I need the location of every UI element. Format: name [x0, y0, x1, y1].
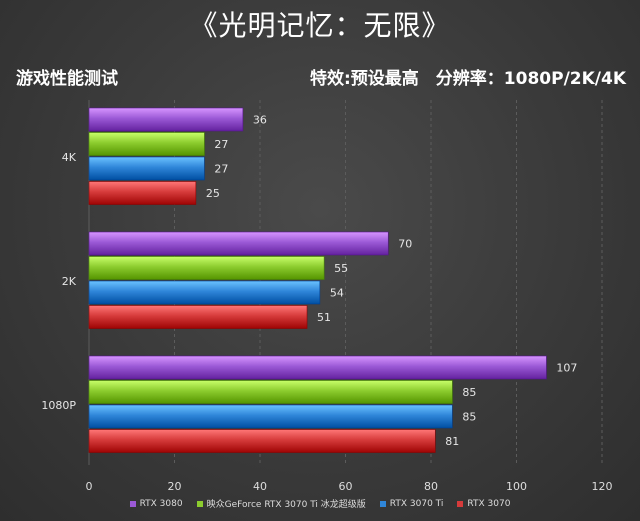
legend-label: RTX 3080: [139, 498, 183, 509]
bar: [88, 231, 389, 256]
data-label: 51: [317, 311, 331, 324]
settings-label: 特效:预设最高 分辨率：1080P/2K/4K: [310, 69, 626, 89]
x-tick-label: 60: [339, 480, 353, 493]
legend-item: RTX 3070 Ti: [379, 497, 444, 510]
legend-label: RTX 3070: [467, 498, 511, 509]
x-tick-label: 20: [168, 480, 182, 493]
bar: [88, 404, 453, 429]
x-tick-label: 120: [592, 480, 613, 493]
data-label: 107: [556, 362, 577, 375]
category-label: 1080P: [41, 399, 76, 412]
legend-swatch: [196, 500, 203, 507]
x-tick-label: 40: [253, 480, 267, 493]
data-label: 55: [334, 262, 348, 275]
bar: [88, 181, 197, 205]
category-label: 4K: [62, 151, 77, 164]
bar: [88, 380, 453, 404]
bars: [88, 107, 547, 453]
data-label: 54: [330, 287, 344, 300]
x-tick-label: 80: [424, 480, 438, 493]
x-tick-label: 0: [86, 480, 93, 493]
data-label: 70: [398, 238, 412, 251]
bar: [88, 305, 308, 329]
legend-label: 映众GeForce RTX 3070 Ti 冰龙超级版: [206, 500, 366, 510]
data-label: 36: [253, 114, 267, 127]
data-label: 85: [462, 411, 476, 424]
chart-title: 《光明记忆：无限》: [189, 9, 451, 42]
data-label: 27: [214, 138, 228, 151]
legend-item: RTX 3070: [457, 497, 510, 510]
labels: 0 20 40 60 80 100 120 36 27 27 25 4K 70 55 54 51 2K 107 85…: [41, 114, 612, 494]
bar: [88, 132, 205, 156]
bar: [88, 256, 325, 280]
data-label: 27: [214, 163, 228, 176]
category-label: 2K: [62, 275, 77, 288]
data-label: 81: [445, 435, 459, 448]
data-label: 85: [462, 386, 476, 399]
bar: [88, 355, 547, 380]
legend-swatch: [379, 500, 386, 507]
bar: [88, 107, 244, 132]
bar: [88, 156, 205, 181]
x-tick-label: 100: [506, 480, 527, 493]
bar: [88, 280, 321, 305]
bar: [88, 429, 436, 453]
legend: RTX 3080 映众GeForce RTX 3070 Ti 冰龙超级版 RTX 3…: [0, 497, 640, 510]
legend-item: RTX 3080: [129, 497, 183, 510]
test-label: 游戏性能测试: [16, 69, 118, 89]
legend-item: 映众GeForce RTX 3070 Ti 冰龙超级版: [196, 497, 366, 510]
data-label: 25: [206, 187, 220, 200]
legend-swatch: [457, 500, 464, 507]
legend-label: RTX 3070 Ti: [389, 498, 444, 509]
legend-swatch: [129, 500, 136, 507]
